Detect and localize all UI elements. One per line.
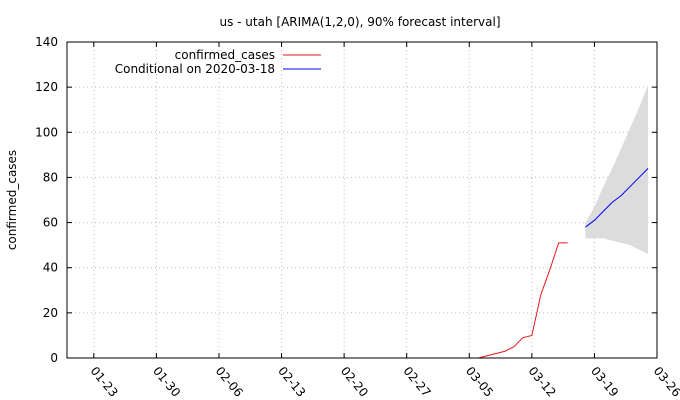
y-tick-label: 40: [43, 261, 58, 275]
grid-lines: [67, 42, 658, 358]
x-tick-label: 02-20: [338, 364, 371, 400]
plot-frame: [66, 41, 658, 359]
x-tick-label: 03-19: [588, 364, 621, 400]
chart-title: us - utah [ARIMA(1,2,0), 90% forecast in…: [219, 15, 500, 29]
x-tick-label: 02-27: [400, 364, 433, 400]
y-tick-label: 20: [43, 306, 58, 320]
legend-label: Conditional on 2020-03-18: [115, 62, 275, 76]
conditional-forecast-line: [585, 168, 649, 228]
y-tick-label: 100: [35, 125, 58, 139]
x-tick-label: 01-30: [150, 364, 183, 400]
x-tick-label: 03-05: [463, 364, 496, 400]
y-tick-label: 80: [43, 170, 58, 184]
y-axis-label: confirmed_cases: [5, 150, 19, 250]
y-tick-label: 120: [35, 80, 58, 94]
y-tick-label: 60: [43, 216, 58, 230]
confirmed-cases-line: [478, 242, 568, 359]
axes: 0 20 40 60 80 100 120 140 01-23 01-30 02-06 02-13 02…: [35, 35, 680, 400]
forecast-interval-band: [585, 84, 649, 255]
y-tick-label: 140: [35, 35, 58, 49]
y-tick-label: 0: [50, 351, 58, 365]
x-tick-label: 02-06: [213, 364, 246, 400]
x-tick-label: 03-12: [526, 364, 559, 400]
legend-label: confirmed_cases: [175, 48, 275, 62]
forecast-interval-area: [585, 84, 649, 255]
x-tick-label: 02-13: [275, 364, 308, 400]
series-lines: [478, 168, 649, 359]
x-tick-label: 01-23: [88, 364, 121, 400]
x-tick-label: 03-26: [651, 364, 680, 400]
